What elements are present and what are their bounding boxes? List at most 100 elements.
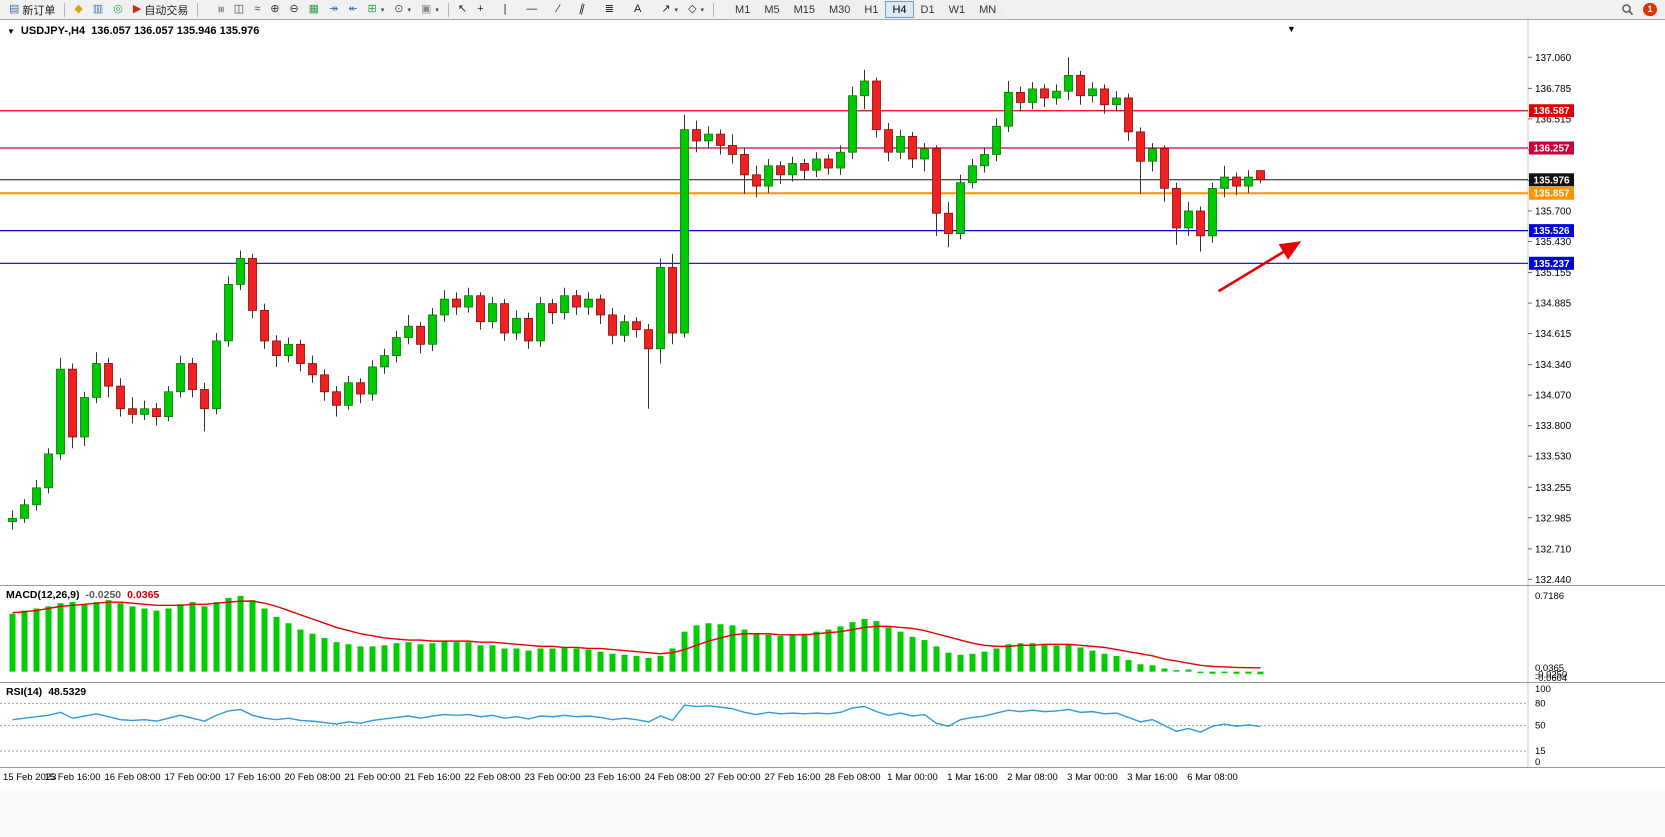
- chevron-down-icon: ▾: [407, 6, 411, 14]
- periods-button[interactable]: ⊙ ▾: [389, 1, 416, 19]
- indicators-button[interactable]: ⊞ ▾: [363, 1, 390, 19]
- resistance-line-lower-label-bg: [1529, 141, 1574, 155]
- price-tick-label: 136.515: [1535, 114, 1572, 125]
- refresh-button[interactable]: ◎: [108, 1, 128, 19]
- fibonacci-icon: ≣: [604, 3, 614, 15]
- text-tool-button[interactable]: A: [629, 1, 646, 19]
- search-button[interactable]: [1616, 1, 1639, 19]
- new-chart-icon: ◆: [74, 3, 83, 15]
- candle-body: [1160, 148, 1169, 189]
- timeframe-m5-button[interactable]: M5: [757, 1, 787, 18]
- candle-body: [92, 363, 101, 398]
- trend-arrow-annotation[interactable]: [1217, 241, 1302, 293]
- channel-tool-button[interactable]: ∥: [574, 1, 590, 19]
- vertical-line-tool-button[interactable]: |: [499, 1, 512, 19]
- cursor-tool-button[interactable]: ↖: [453, 1, 472, 19]
- candle-body: [500, 303, 509, 334]
- rsi-axis-label: 80: [1535, 699, 1546, 710]
- crosshair-tool-button[interactable]: +: [472, 1, 488, 19]
- notification-badge[interactable]: 1: [1643, 3, 1657, 16]
- candle-body: [1016, 91, 1025, 103]
- timeframe-m15-button[interactable]: M15: [786, 1, 823, 18]
- autotrading-icon: ▶: [132, 3, 142, 15]
- time-axis-label: 2 Mar 08:00: [1007, 772, 1058, 783]
- price-tick-label: 134.615: [1535, 329, 1572, 340]
- arrows-tool-button[interactable]: ↗ ▾: [656, 1, 683, 19]
- price-tick-label: 136.785: [1535, 84, 1572, 95]
- candle-body: [1220, 176, 1229, 189]
- trendline-tool-button[interactable]: ∕: [552, 1, 564, 19]
- templates-button[interactable]: ▣ ▾: [416, 1, 444, 19]
- timeframe-m1-button[interactable]: M1: [728, 1, 758, 18]
- candle-body: [368, 366, 377, 395]
- candle-body: [752, 174, 761, 187]
- candle-body: [380, 355, 389, 368]
- macd-panel[interactable]: 0.7186 0.0365 -0.0250 -0.0604 MACD(12,26,9)…: [0, 585, 1665, 682]
- rsi-panel[interactable]: 100 80 50 15 0 RSI(14) 48.5329: [0, 682, 1665, 767]
- auto-scroll-button[interactable]: ↠: [324, 1, 343, 19]
- timeframe-h1-button[interactable]: H1: [857, 1, 886, 18]
- horizontal-line-tool-button[interactable]: —: [521, 1, 542, 19]
- chart-dropdown-arrow-icon[interactable]: ▼: [1287, 24, 1296, 34]
- candlestick-chart[interactable]: 137.060136.785136.515136.240135.970135.7…: [0, 20, 1665, 585]
- time-axis-label: 22 Feb 08:00: [464, 772, 521, 783]
- autotrading-label: 自动交易: [144, 4, 189, 17]
- candle-body: [200, 389, 209, 410]
- time-axis-label: 17 Feb 00:00: [164, 772, 221, 783]
- price-tick-label: 132.985: [1535, 513, 1572, 524]
- timeframe-m30-button[interactable]: M30: [822, 1, 858, 18]
- time-axis-label: 27 Feb 00:00: [704, 772, 761, 783]
- support-line-upper-label-bg: [1529, 224, 1574, 238]
- line-chart-icon: ≈: [254, 3, 261, 15]
- candle-body: [800, 163, 809, 171]
- candles-chart-icon: ◫: [233, 3, 245, 15]
- tile-windows-button[interactable]: ▦: [304, 1, 324, 19]
- cursor-icon: ↖: [457, 3, 468, 15]
- candle-body: [980, 154, 989, 167]
- chart-shift-button[interactable]: ↞: [343, 1, 362, 19]
- resistance-line-upper-label: 136.587: [1533, 106, 1570, 117]
- candle-body: [524, 317, 533, 342]
- bars-chart-type-button[interactable]: ≡: [212, 1, 228, 19]
- autotrading-button[interactable]: ▶ 自动交易: [128, 1, 193, 19]
- time-axis-label: 6 Mar 08:00: [1187, 772, 1238, 783]
- price-tick-label: 134.070: [1535, 391, 1572, 402]
- zoom-in-button[interactable]: ⊕: [265, 1, 284, 19]
- candle-body: [164, 391, 173, 418]
- candle-body: [1184, 210, 1193, 229]
- chevron-down-icon: ▾: [674, 6, 679, 14]
- candles-chart-type-button[interactable]: ◫: [229, 1, 249, 19]
- clock-icon: ⊙: [394, 3, 404, 15]
- line-chart-type-button[interactable]: ≈: [249, 1, 265, 19]
- candle-body: [404, 325, 413, 338]
- new-chart-button[interactable]: ◆: [69, 1, 87, 19]
- new-order-button[interactable]: ▤ 新订单: [4, 1, 60, 19]
- arrow-objects-icon: ↗: [661, 3, 671, 15]
- timeframe-d1-button[interactable]: D1: [913, 1, 942, 18]
- candle-body: [1028, 88, 1037, 103]
- zoom-out-button[interactable]: ⊖: [284, 1, 303, 19]
- candle-body: [932, 148, 941, 214]
- candle-body: [536, 303, 545, 342]
- fibonacci-tool-button[interactable]: ≣: [600, 1, 619, 19]
- rsi-axis-label: 15: [1535, 746, 1546, 757]
- candle-body: [1244, 176, 1253, 187]
- time-axis-label: 3 Mar 16:00: [1127, 772, 1178, 783]
- time-axis[interactable]: 15 Feb 2023 15 Feb 16:00 16 Feb 08:00 17 Fe…: [0, 767, 1665, 788]
- candle-body: [296, 343, 305, 364]
- timeframe-w1-button[interactable]: W1: [941, 1, 973, 18]
- candle-body: [1136, 131, 1145, 162]
- timeframe-h4-button[interactable]: H4: [885, 1, 914, 18]
- timeframe-mn-button[interactable]: MN: [972, 1, 1004, 18]
- shapes-tool-button[interactable]: ◇ ▾: [683, 1, 709, 19]
- candle-body: [572, 295, 581, 308]
- time-axis-label: 21 Feb 16:00: [404, 772, 461, 783]
- candle-body: [1232, 176, 1241, 187]
- candle-body: [428, 314, 437, 345]
- candle-body: [968, 165, 977, 184]
- candle-body: [248, 258, 257, 311]
- rsi-axis-label: 100: [1535, 684, 1551, 695]
- profiles-button[interactable]: ▥: [88, 1, 108, 19]
- price-chart-panel[interactable]: 137.060136.785136.515136.240135.970135.7…: [0, 20, 1665, 585]
